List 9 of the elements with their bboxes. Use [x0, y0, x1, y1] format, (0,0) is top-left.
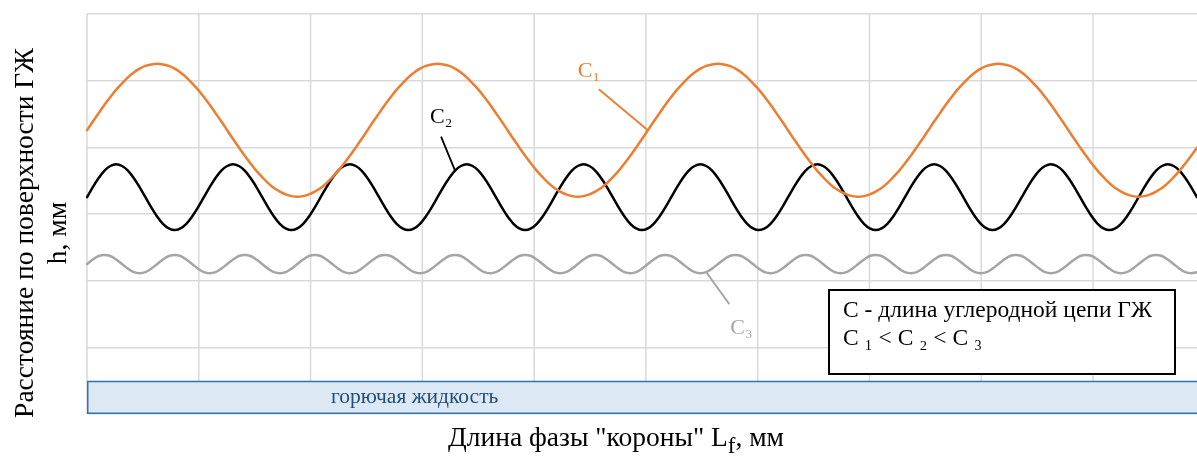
band-label: горючая жидкость — [331, 384, 499, 408]
annotation: C - длина углеродной цепи ГЖ — [843, 295, 1153, 323]
annotation: C ₁ < C ₂ < C ₃ — [843, 323, 984, 351]
text: C₁ — [577, 57, 601, 83]
x-axis-title: Длина фазы "короны" L$_{f}$, мм — [448, 421, 784, 456]
legend-label: C₃ — [730, 314, 753, 340]
series-label: C₂ — [430, 102, 453, 128]
y-axis-title: Расстояние по поверхности ГЖ h, мм — [7, 48, 73, 418]
note-box: C - длина углеродной цепи ГЖ C ₁ < C ₂ < C ₃ — [828, 289, 1176, 375]
